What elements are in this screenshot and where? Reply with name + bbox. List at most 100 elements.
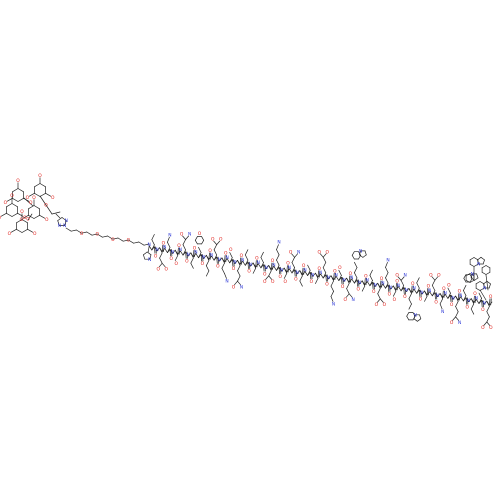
carbonyl-bond	[233, 259, 235, 267]
oxygen-atom: O	[8, 231, 12, 237]
side-chain	[276, 259, 280, 266]
side-chain	[424, 295, 428, 302]
peptide-backbone	[320, 273, 324, 279]
carbonyl-bond	[217, 256, 219, 264]
peptide-backbone	[234, 260, 238, 264]
side-chain	[369, 274, 373, 281]
side-chain	[361, 280, 366, 287]
sugar-ring	[34, 192, 41, 197]
carbonyl-bond	[317, 270, 319, 278]
nitrogen-atom: N	[414, 312, 417, 318]
nitrogen-atom: N	[148, 242, 151, 248]
nitrogen-atom: N	[202, 255, 205, 261]
carbonyl-bond	[451, 294, 453, 303]
side-chain	[431, 279, 436, 286]
aromatic-ring	[485, 265, 491, 269]
peptide-backbone	[242, 260, 246, 266]
carbonyl-bond	[395, 283, 397, 291]
carbonyl-bond	[318, 270, 321, 278]
hydroxyl-bond	[22, 214, 29, 219]
side-chain	[431, 276, 436, 281]
aromatic-ring	[351, 251, 355, 256]
carbonyl-bond	[177, 247, 179, 255]
side-chain	[330, 275, 334, 282]
oxygen-atom: O	[380, 276, 384, 282]
hydroxyl-bond	[28, 192, 35, 197]
carbonyl-bond	[490, 298, 492, 306]
nitrogen-atom: N	[163, 245, 166, 251]
pyrrole-ring	[480, 256, 485, 261]
side-chain	[299, 270, 303, 277]
peptide-backbone	[366, 281, 371, 287]
nitrogen-atom: N	[280, 267, 283, 273]
side-chain	[190, 257, 194, 264]
oxygen-atom: O	[286, 261, 290, 267]
carbonyl-bond	[263, 264, 265, 272]
side-chain	[252, 267, 257, 274]
sugar-ring	[6, 203, 13, 208]
nitrogen-atom: N	[240, 284, 243, 290]
peg-linker	[102, 235, 108, 238]
side-chain	[354, 272, 358, 279]
nitrogen-atom: N	[249, 262, 252, 268]
aromatic-ring	[469, 277, 473, 283]
carbonyl-bond	[342, 277, 344, 285]
aromatic-ring	[473, 263, 479, 267]
nitrogen-atom: N	[412, 285, 415, 291]
triazole-ring	[61, 217, 67, 221]
nitrogen-atom: N	[155, 247, 158, 253]
side-chain	[416, 287, 420, 294]
oxygen-atom: O	[349, 271, 353, 277]
sugar-ring	[33, 214, 40, 219]
aromatic-ring	[465, 279, 471, 283]
pyrrole-ring	[364, 250, 367, 256]
carbonyl-bond	[443, 290, 445, 298]
oxygen-atom: O	[38, 173, 42, 179]
side-chain	[283, 272, 288, 279]
oxygen-atom: O	[427, 284, 431, 290]
oxygen-atom: O	[95, 232, 99, 238]
nitrogen-atom: N	[386, 258, 389, 264]
sugar-ring	[39, 192, 46, 197]
peg-linker	[117, 237, 124, 242]
oxygen-atom: O	[156, 266, 160, 272]
peptide-backbone	[148, 245, 153, 251]
peptide-backbone	[312, 272, 316, 277]
side-chain	[158, 262, 163, 268]
carbonyl-bond	[434, 292, 436, 300]
side-chain	[330, 290, 334, 297]
nitrogen-atom: N	[475, 296, 478, 302]
nitrogen-atom: N	[303, 268, 306, 274]
side-chain	[315, 272, 319, 279]
oxygen-atom: O	[240, 253, 244, 259]
carbonyl-bond	[155, 246, 157, 254]
carbonyl-bond	[372, 282, 374, 290]
carbonyl-bond	[365, 277, 367, 286]
sugar-ring	[21, 219, 28, 224]
oxygen-atom: O	[375, 302, 379, 308]
side-chain	[299, 275, 303, 282]
pyrrole-ring	[419, 314, 422, 320]
side-chain	[244, 259, 249, 266]
carbonyl-bond	[247, 261, 249, 269]
side-chain	[167, 247, 171, 253]
oxygen-atom: O	[177, 243, 181, 249]
carbonyl-bond	[350, 275, 352, 283]
pyrrole-ring	[413, 314, 416, 320]
carbonyl-bond	[412, 285, 414, 293]
oxygen-atom: O	[450, 320, 454, 326]
peptide-backbone	[273, 266, 277, 271]
oxygen-atom: O	[219, 237, 223, 243]
carbonyl-bond	[248, 261, 251, 269]
carbonyl-bond	[473, 295, 475, 303]
carbonyl-bond	[163, 244, 165, 253]
nitrogen-atom: N	[366, 278, 369, 284]
nitrogen-atom: N	[179, 247, 182, 253]
peptide-backbone	[304, 271, 308, 276]
nitrogen-atom: N	[444, 291, 447, 297]
side-chain	[221, 267, 225, 274]
oxygen-atom: O	[341, 284, 345, 290]
side-chain	[338, 275, 342, 281]
aromatic-ring	[469, 279, 475, 283]
peptide-backbone	[429, 291, 433, 297]
